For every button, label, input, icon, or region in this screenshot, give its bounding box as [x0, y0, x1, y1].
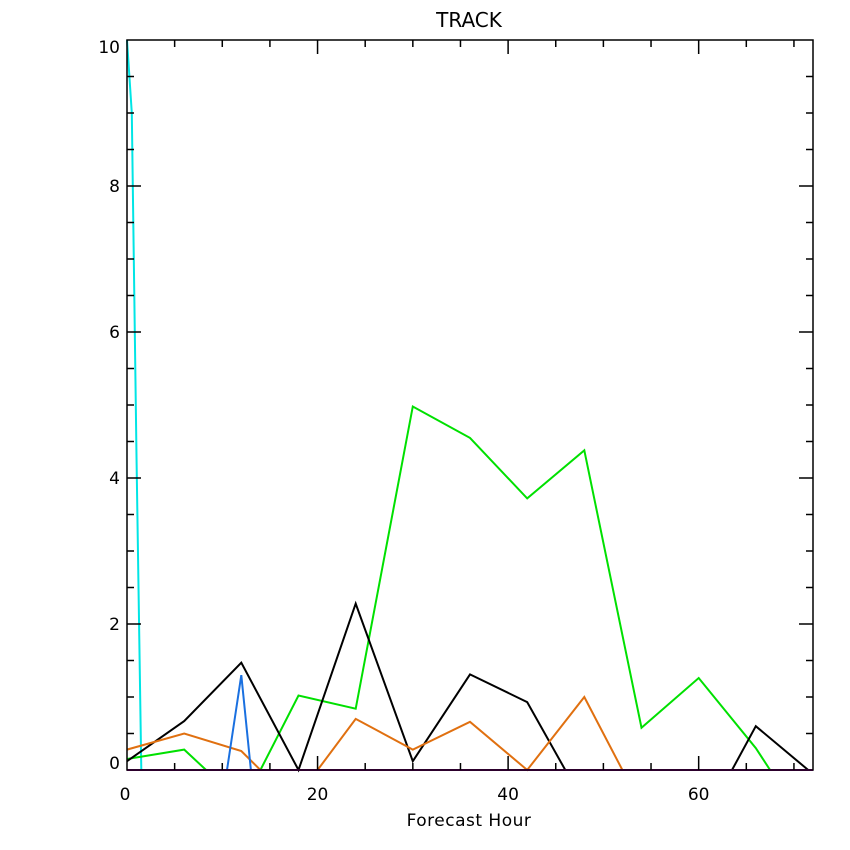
series-line-5: [226, 674, 252, 771]
series-layer: [126, 39, 813, 773]
y-tick-label: 8: [109, 177, 120, 197]
plot-frame: [126, 39, 814, 771]
x-tick-label: 0: [120, 785, 131, 805]
series-line-2: [126, 404, 771, 771]
y-tick-label: 2: [109, 615, 120, 635]
series-line-4: [126, 695, 624, 772]
y-tick-label: 6: [109, 323, 120, 343]
x-axis-title: Forecast Hour: [407, 811, 532, 831]
x-tick-label: 60: [688, 785, 710, 805]
x-axis: 0 20 40 60: [120, 40, 795, 805]
y-axis: 0 2 4 6 8 10: [98, 38, 813, 774]
y-tick-label: 10: [98, 38, 120, 58]
series-line-3: [126, 600, 809, 773]
y-tick-label: 4: [109, 469, 120, 489]
chart-title: TRACK: [435, 8, 503, 32]
x-tick-label: 40: [497, 785, 519, 805]
x-tick-label: 20: [307, 785, 329, 805]
y-tick-label: 0: [109, 754, 120, 774]
